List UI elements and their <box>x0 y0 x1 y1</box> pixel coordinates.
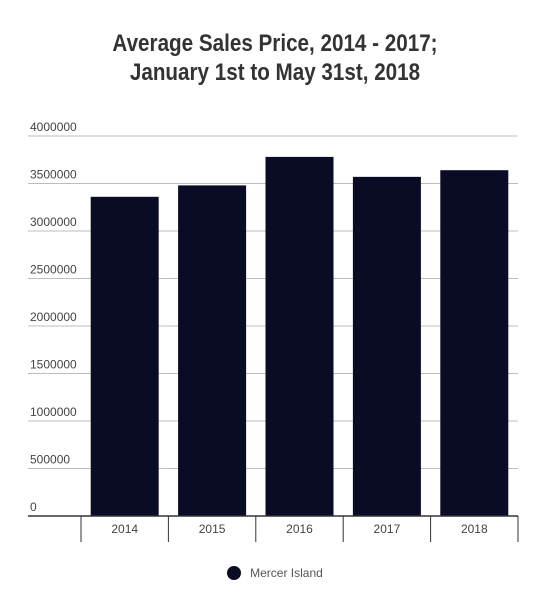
legend-label-mercer-island: Mercer Island <box>250 566 323 580</box>
chart-title-line-2: January 1st to May 31st, 2018 <box>129 59 421 86</box>
x-axis <box>28 515 519 542</box>
x-tick-label: 2015 <box>199 522 226 536</box>
y-tick-label: 0 <box>30 500 37 514</box>
y-tick-label: 1000000 <box>30 405 77 419</box>
x-tick-label: 2014 <box>111 522 138 536</box>
bar-2017 <box>352 176 421 516</box>
x-axis-tick-labels: 2014 2015 2016 2017 2018 <box>111 522 488 536</box>
y-tick-label: 4000000 <box>30 120 77 134</box>
x-tick-label: 2017 <box>374 522 401 536</box>
y-tick-label: 1500000 <box>30 358 77 372</box>
x-tick-label: 2016 <box>286 522 313 536</box>
chart-title-line-1: Average Sales Price, 2014 - 2017; <box>112 30 438 57</box>
bar-2016 <box>265 156 334 516</box>
x-tick-label: 2018 <box>461 522 488 536</box>
bar-2014 <box>90 196 159 517</box>
y-tick-label: 2500000 <box>30 263 77 277</box>
y-tick-label: 2000000 <box>30 310 77 324</box>
y-tick-label: 500000 <box>30 453 70 467</box>
bar-2015 <box>178 185 247 516</box>
legend: Mercer Island <box>0 566 550 580</box>
bar-2018 <box>440 170 509 516</box>
legend-swatch-mercer-island <box>227 566 242 580</box>
bars <box>90 156 509 517</box>
y-tick-label: 3500000 <box>30 168 77 182</box>
y-tick-label: 3000000 <box>30 215 77 229</box>
y-axis-tick-labels: 0 500000 1000000 1500000 2000000 2500000 30000… <box>30 120 77 514</box>
plot-area: 0 500000 1000000 1500000 2000000 2500000 30000… <box>28 120 519 542</box>
